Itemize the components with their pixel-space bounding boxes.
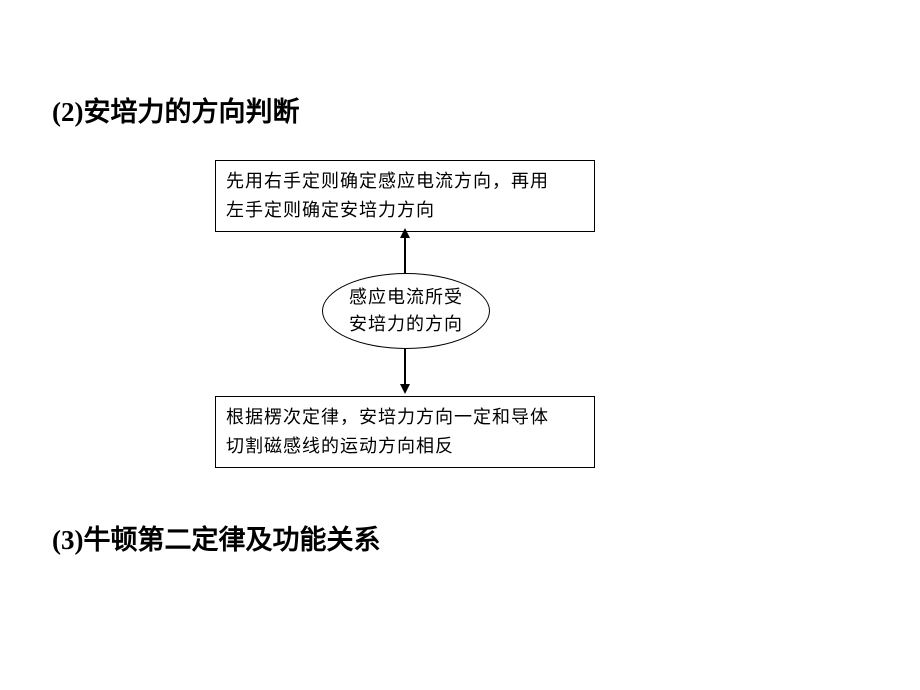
arrow-up-head — [400, 228, 410, 238]
section-heading-2: (2)安培力的方向判断 — [52, 90, 299, 129]
center-line1: 感应电流所受 — [349, 284, 463, 311]
top-box-line2: 左手定则确定安培力方向 — [226, 196, 584, 225]
section-heading-3: (3)牛顿第二定律及功能关系 — [52, 518, 380, 557]
top-box: 先用右手定则确定感应电流方向，再用 左手定则确定安培力方向 — [215, 160, 595, 232]
center-line2: 安培力的方向 — [349, 311, 463, 338]
arrow-up-line — [404, 238, 406, 273]
arrow-down-head — [400, 384, 410, 394]
flow-diagram: 先用右手定则确定感应电流方向，再用 左手定则确定安培力方向 感应电流所受 安培力… — [215, 160, 615, 465]
bottom-box-line2: 切割磁感线的运动方向相反 — [226, 432, 584, 461]
heading-prefix: (2) — [52, 97, 83, 127]
heading-prefix: (3) — [52, 525, 83, 555]
heading-text: 牛顿第二定律及功能关系 — [83, 525, 380, 555]
arrow-down-line — [404, 349, 406, 384]
center-ellipse: 感应电流所受 安培力的方向 — [322, 273, 490, 349]
bottom-box: 根据楞次定律，安培力方向一定和导体 切割磁感线的运动方向相反 — [215, 396, 595, 468]
bottom-box-line1: 根据楞次定律，安培力方向一定和导体 — [226, 403, 584, 432]
top-box-line1: 先用右手定则确定感应电流方向，再用 — [226, 167, 584, 196]
heading-text: 安培力的方向判断 — [83, 97, 299, 127]
